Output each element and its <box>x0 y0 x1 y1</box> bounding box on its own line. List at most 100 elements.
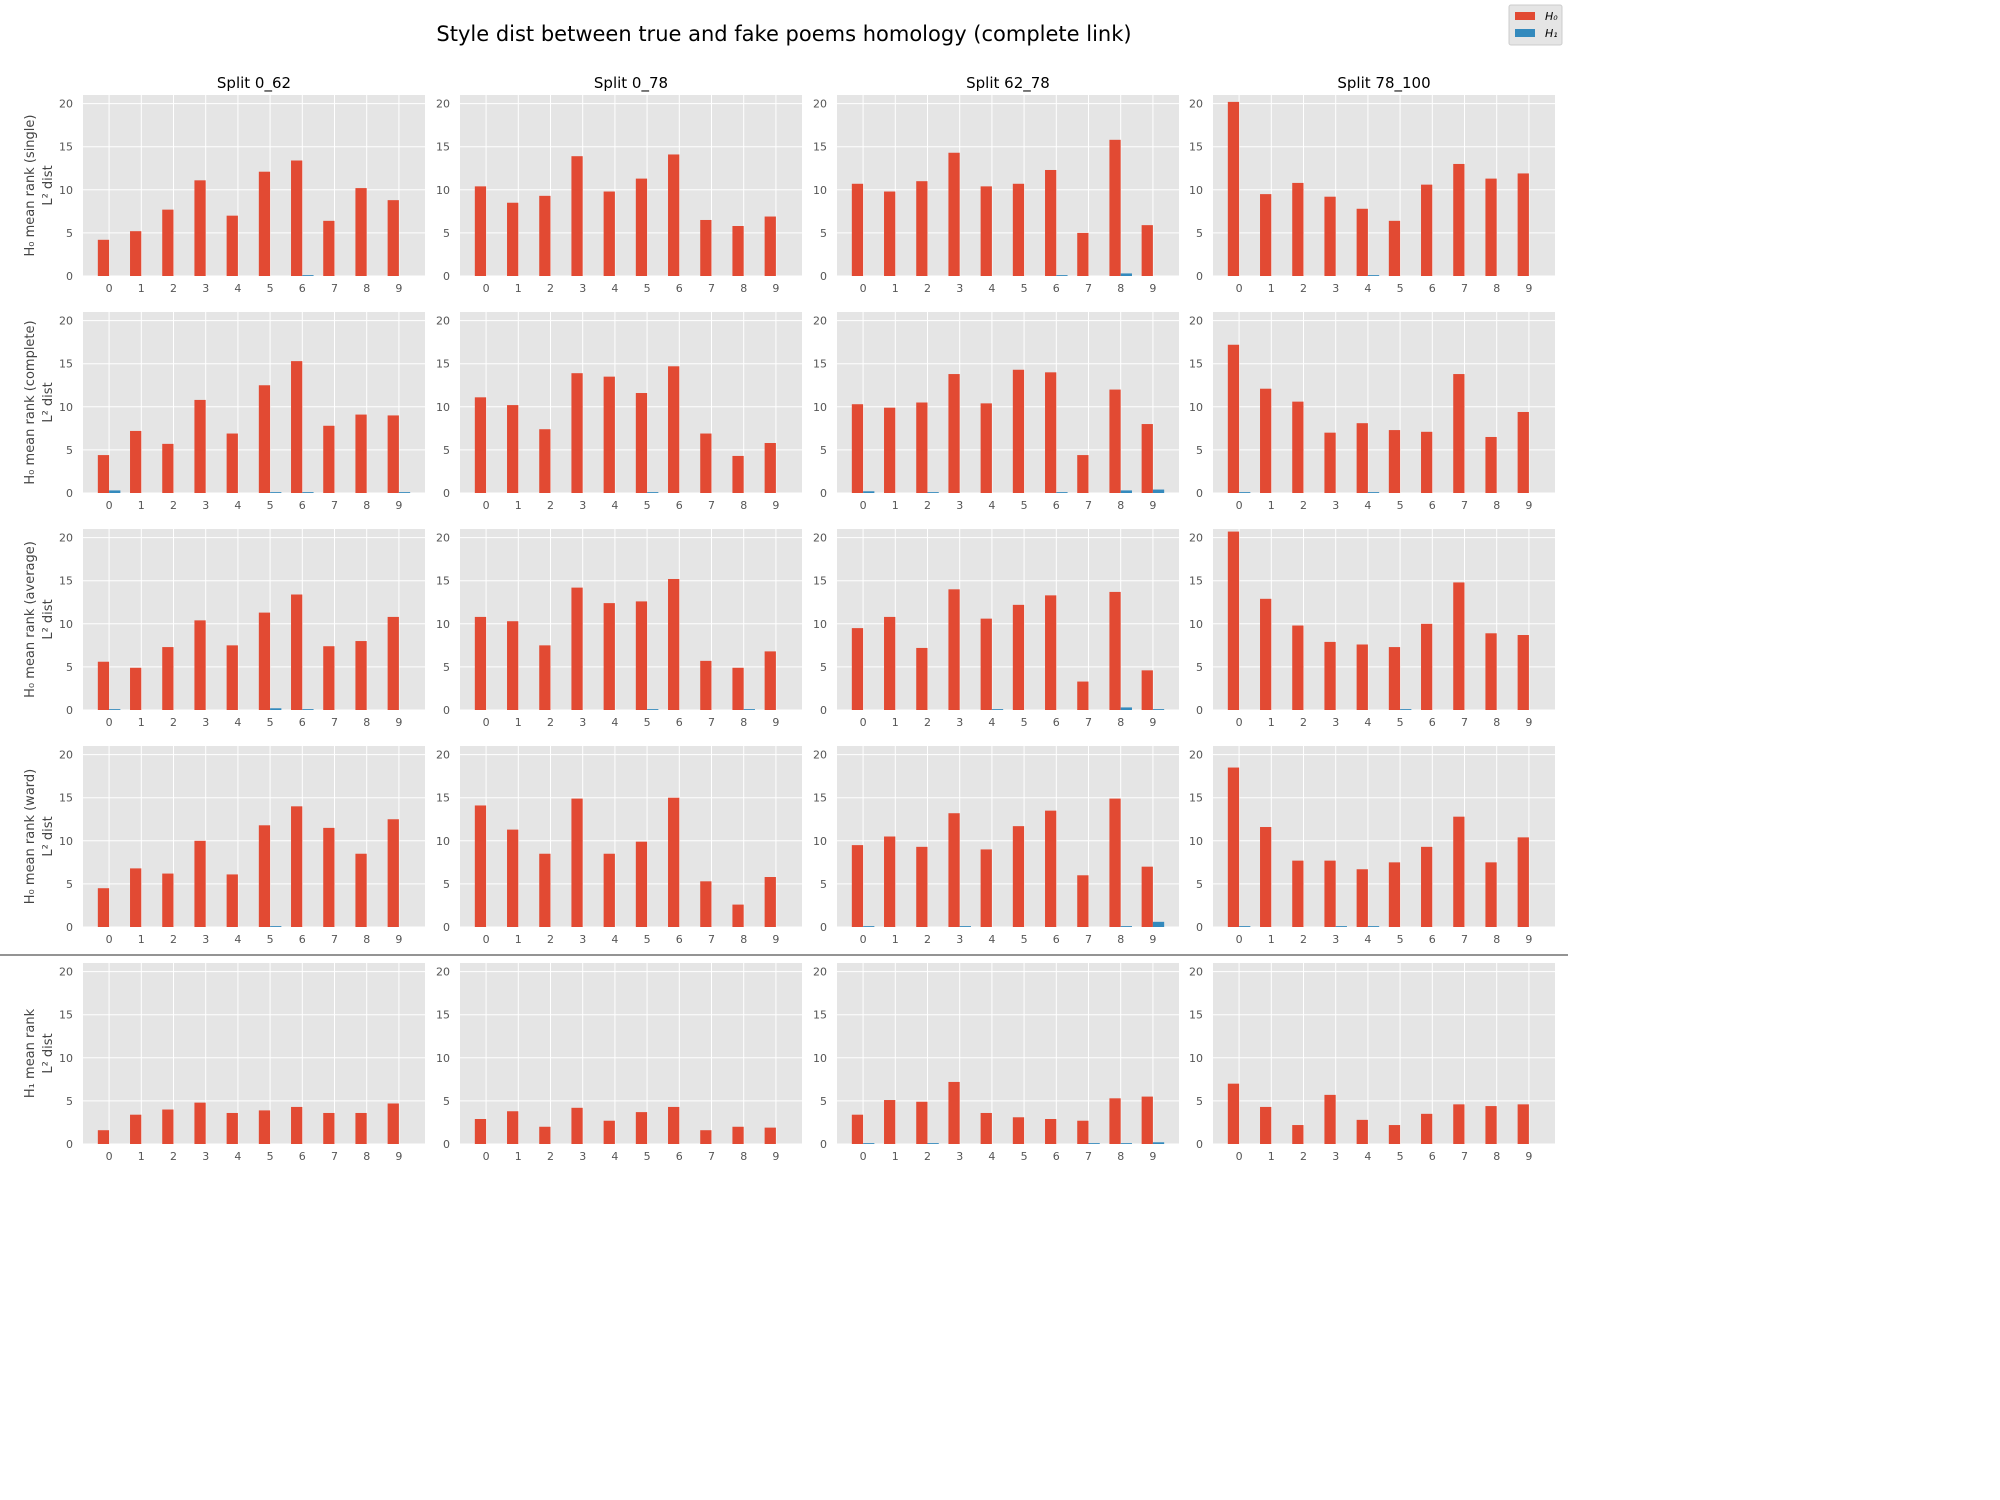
bar-h0 <box>1388 430 1401 493</box>
x-tick-label: 7 <box>331 716 338 729</box>
panel: 0 5 10 15 20 0 1 2 3 4 5 6 7 8 9 <box>436 95 802 295</box>
bar-h0 <box>916 1101 928 1144</box>
y-tick-label: 15 <box>1189 141 1203 154</box>
bar-h0 <box>851 845 864 927</box>
x-tick-label: 4 <box>234 499 241 512</box>
bar-h1 <box>109 709 121 710</box>
x-tick-label: 7 <box>331 1150 338 1163</box>
bar-h0 <box>539 195 551 276</box>
y-tick-label: 20 <box>813 749 827 762</box>
legend-swatch-h0 <box>1515 12 1535 20</box>
bar-h0 <box>1045 169 1057 276</box>
panel: 0 5 10 15 20 0 1 2 3 4 5 6 7 8 9 <box>1189 529 1555 729</box>
bar-h0 <box>1421 623 1433 710</box>
bar-h1 <box>927 492 939 493</box>
x-tick-label: 6 <box>676 1150 683 1163</box>
column-title: Split 0_78 <box>594 74 668 93</box>
y-tick-label: 0 <box>66 921 73 934</box>
bar-h0 <box>97 239 110 276</box>
bar-h1 <box>647 492 659 493</box>
panel: 0 5 10 15 20 0 1 2 3 4 5 6 7 8 9 <box>1189 312 1555 512</box>
x-tick-label: 0 <box>483 499 490 512</box>
bar-h1 <box>302 709 314 710</box>
y-tick-label: 20 <box>813 966 827 979</box>
bar-h0 <box>226 215 238 276</box>
x-tick-label: 5 <box>644 1150 651 1163</box>
bar-h0 <box>668 578 680 710</box>
y-tick-label: 20 <box>1189 532 1203 545</box>
bar-h0 <box>1292 860 1304 927</box>
x-tick-label: 6 <box>299 1150 306 1163</box>
y-tick-label: 20 <box>59 749 73 762</box>
x-tick-label: 2 <box>547 716 554 729</box>
x-tick-label: 9 <box>395 933 402 946</box>
bar-h1 <box>1120 926 1132 927</box>
x-tick-label: 9 <box>772 1150 779 1163</box>
x-tick-label: 2 <box>924 1150 931 1163</box>
bar-h0 <box>1045 595 1057 710</box>
bar-h0 <box>387 616 399 710</box>
bar-h0 <box>474 805 487 927</box>
bar-h0 <box>507 829 519 927</box>
bar-h0 <box>732 904 744 927</box>
x-tick-label: 1 <box>892 716 899 729</box>
y-tick-label: 0 <box>1196 1138 1203 1151</box>
x-tick-label: 8 <box>363 282 370 295</box>
panel: 0 5 10 15 20 0 1 2 3 4 5 6 7 8 9 <box>1189 95 1555 295</box>
y-tick-label: 0 <box>1196 704 1203 717</box>
bar-h0 <box>539 429 551 493</box>
x-tick-label: 1 <box>138 716 145 729</box>
x-tick-label: 7 <box>331 933 338 946</box>
y-tick-label: 15 <box>59 141 73 154</box>
x-tick-label: 3 <box>202 282 209 295</box>
bar-h0 <box>226 645 238 710</box>
y-tick-label: 5 <box>1196 878 1203 891</box>
bar-h0 <box>1324 860 1336 927</box>
y-tick-label: 15 <box>1189 575 1203 588</box>
bar-h0 <box>130 231 142 276</box>
bar-h0 <box>507 405 519 493</box>
bar-h1 <box>302 492 314 493</box>
bar-h0 <box>668 154 680 276</box>
bar-h0 <box>323 1112 335 1144</box>
y-tick-label: 0 <box>66 1138 73 1151</box>
y-tick-label: 10 <box>1189 1052 1203 1065</box>
x-tick-label: 9 <box>395 499 402 512</box>
bar-h0 <box>291 160 303 276</box>
x-tick-label: 5 <box>267 282 274 295</box>
bar-h1 <box>647 709 659 710</box>
y-tick-label: 15 <box>436 575 450 588</box>
y-tick-label: 15 <box>813 1009 827 1022</box>
bar-h0 <box>387 200 399 276</box>
bar-h0 <box>258 1110 271 1144</box>
y-tick-label: 10 <box>1189 835 1203 848</box>
x-tick-label: 0 <box>106 716 113 729</box>
x-tick-label: 4 <box>988 499 995 512</box>
row-ylabel: H₀ mean rank (single) L² dist <box>23 115 56 257</box>
x-tick-label: 1 <box>515 499 522 512</box>
bar-h0 <box>162 873 174 927</box>
y-tick-label: 10 <box>59 184 73 197</box>
bar-h0 <box>226 874 238 927</box>
bar-h0 <box>1356 644 1368 710</box>
y-tick-label: 20 <box>59 966 73 979</box>
bar-h1 <box>863 926 875 927</box>
panel: 0 5 10 15 20 0 1 2 3 4 5 6 7 8 9 <box>436 746 802 946</box>
y-tick-label: 0 <box>66 487 73 500</box>
bar-h0 <box>1141 670 1153 710</box>
bar-h0 <box>1421 184 1433 276</box>
bar-h0 <box>1109 139 1121 276</box>
x-tick-label: 6 <box>1429 933 1436 946</box>
y-tick-label: 15 <box>436 358 450 371</box>
x-tick-label: 2 <box>547 933 554 946</box>
x-tick-label: 3 <box>579 282 586 295</box>
bar-h1 <box>1056 275 1068 276</box>
bar-h0 <box>635 393 648 493</box>
bar-h0 <box>571 1107 583 1144</box>
bar-h0 <box>355 853 367 927</box>
x-tick-label: 9 <box>395 282 402 295</box>
bar-h0 <box>474 616 487 710</box>
x-tick-label: 9 <box>1149 716 1156 729</box>
x-tick-label: 4 <box>1364 933 1371 946</box>
bar-h0 <box>97 1130 110 1144</box>
